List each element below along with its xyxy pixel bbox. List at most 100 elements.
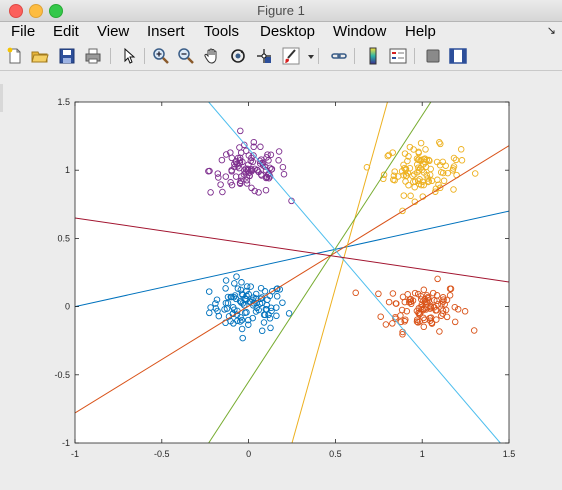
scatter-point [215,312,223,320]
scatter-point [436,184,444,192]
scatter-point [266,315,274,322]
x-tick-label: 1.5 [503,449,516,459]
scatter-point [235,164,243,172]
scatter-point [241,141,248,149]
scatter-point [227,293,235,301]
title-bar: Figure 1 [0,0,562,22]
x-tick-label: 0.5 [329,449,342,459]
boundary-line-2 [75,145,509,414]
legend-icon[interactable] [389,47,407,65]
scatter-point [422,146,429,153]
scatter-point [436,161,444,169]
scatter-point [471,170,479,177]
pointer-icon[interactable] [120,47,138,65]
scatter-point [261,288,269,295]
scatter-point [417,165,424,172]
colorbar-icon[interactable] [364,47,382,65]
scatter-point [267,324,274,332]
scatter-point [264,151,271,158]
window-left-edge [0,84,3,112]
scatter-point [236,180,244,187]
menu-desktop[interactable]: Desktop [260,23,316,40]
scatter-point [255,306,262,314]
boundary-line-5 [208,102,501,443]
link-plot-icon[interactable] [330,47,348,65]
scatter-point [470,327,478,334]
scatter-point [446,292,454,299]
scatter-point [252,290,260,298]
boundary-line-4 [208,102,432,443]
scatter-point [424,293,432,301]
close-window-button[interactable] [9,4,23,18]
data-cursor-icon[interactable] [255,47,273,65]
scatter-point [247,283,254,290]
scatter-point [393,300,400,307]
minimize-window-button[interactable] [29,4,43,18]
scatter-point [205,288,213,295]
scatter-point [212,305,220,312]
zoom-window-button[interactable] [49,4,63,18]
scatter-point [404,291,411,298]
scatter-point [436,328,443,335]
hide-plot-tools-icon[interactable] [424,47,442,65]
figure-canvas[interactable]: -1 -0.5 0 0.5 1 1.5 -1 -0.5 0 0.5 1 1.5 [0,71,562,490]
brush-icon[interactable] [282,47,300,65]
show-plot-tools-icon[interactable] [449,47,467,65]
scatter-point [385,298,393,306]
scatter-point [439,310,446,317]
scatter-point [403,172,410,179]
scatter-point [407,300,415,308]
scatter-point [423,172,430,179]
scatter-point [263,301,271,309]
scatter-point [238,325,246,333]
scatter-point [425,178,433,185]
menu-edit[interactable]: Edit [53,23,79,40]
scatter-point [401,150,409,157]
scatter-point [238,290,246,298]
scatter-point [399,207,406,215]
menu-tools[interactable]: Tools [204,23,240,40]
scatter-point [243,176,251,184]
scatter-point [418,301,425,309]
menu-help[interactable]: Help [405,23,436,40]
menu-window[interactable]: Window [333,23,387,40]
scatter-point [257,295,265,303]
scatter-point [257,143,264,151]
menu-insert[interactable]: Insert [147,23,185,40]
scatter-point [274,285,281,292]
y-tick-label: -1 [62,438,70,448]
zoom-in-icon[interactable] [152,47,170,65]
scatter-point [420,323,428,331]
scatter-cluster-2 [352,275,478,338]
scatter-cluster-4 [205,127,295,205]
scatter-point [218,156,226,164]
new-figure-icon[interactable] [6,47,24,65]
toolbar-separator [110,48,111,64]
scatter-point [245,152,253,159]
scatter-point [257,171,265,178]
brush-dropdown-icon[interactable] [302,47,314,65]
scatter-point [238,173,245,180]
menu-view[interactable]: View [97,23,130,40]
scatter-point [234,317,241,325]
pan-icon[interactable] [203,47,221,65]
scatter-point [450,186,457,193]
rotate-3d-icon[interactable] [229,47,247,65]
menu-overflow-arrow-icon[interactable]: ↘ [546,25,556,37]
scatter-point [414,319,422,326]
scatter-point [432,307,439,314]
save-icon[interactable] [58,47,76,65]
scatter-point [260,311,268,319]
scatter-point [415,149,422,157]
scatter-point [268,165,276,173]
axes-frame [74,101,510,444]
menu-file[interactable]: File [11,23,36,40]
scatter-point [238,316,246,324]
scatter-point [248,184,255,192]
open-file-icon[interactable] [31,47,49,65]
window-title: Figure 1 [257,3,305,18]
scatter-point [212,300,219,307]
scatter-point [407,295,415,303]
zoom-out-icon[interactable] [177,47,195,65]
print-icon[interactable] [84,47,102,65]
